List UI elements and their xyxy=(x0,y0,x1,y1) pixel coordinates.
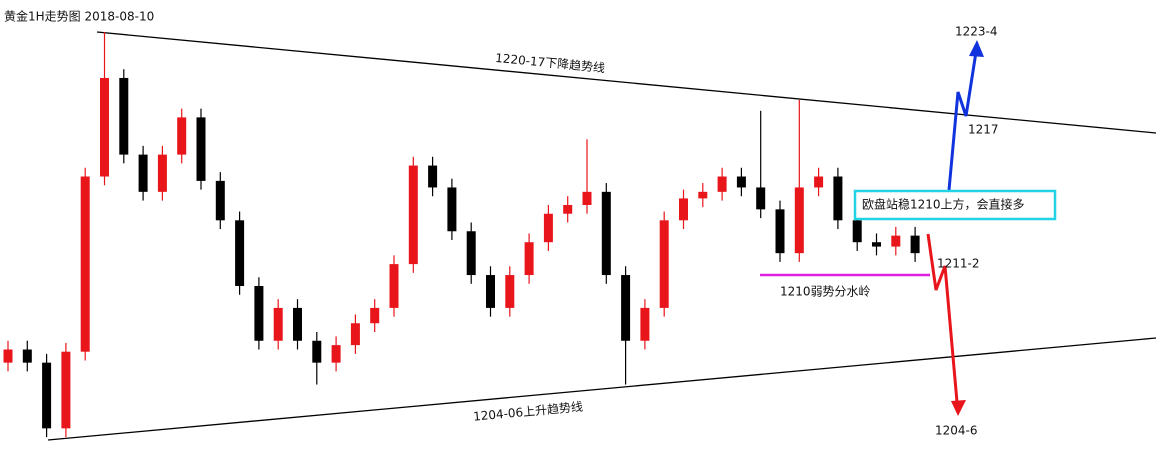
target-label: 1211-2 xyxy=(937,257,980,271)
down-arrow xyxy=(926,233,959,403)
candle-body xyxy=(872,242,881,247)
watershed-label: 1210弱势分水岭 xyxy=(780,285,871,299)
candle-body xyxy=(698,191,708,199)
candle-body xyxy=(293,307,302,341)
down-arrow-head xyxy=(951,400,966,416)
candle-body xyxy=(794,187,804,254)
up-arrow-head xyxy=(969,40,984,57)
candle-body xyxy=(138,154,148,192)
downtrend-line xyxy=(96,31,1156,134)
up-arrow xyxy=(947,51,978,191)
candle-body xyxy=(736,176,746,188)
uptrend-label: 1204-06上升趋势线 xyxy=(473,400,584,424)
candle-body xyxy=(775,209,785,254)
candle-body xyxy=(621,275,631,341)
candle-body xyxy=(756,187,766,210)
candle-body xyxy=(119,77,129,155)
candle-body xyxy=(582,191,592,205)
candle-body xyxy=(22,349,32,363)
candle-body xyxy=(910,235,920,254)
candle-body xyxy=(370,307,380,324)
candle-body xyxy=(312,340,322,363)
uptrend-line xyxy=(47,337,1156,441)
candle-body xyxy=(447,187,457,232)
candle-body xyxy=(505,275,515,308)
note-text: 欧盘站稳1210上方，会直接多 xyxy=(862,197,1025,212)
candles xyxy=(3,31,920,438)
candle-body xyxy=(891,235,901,247)
candle-body xyxy=(717,176,727,192)
candle-body xyxy=(215,180,225,221)
target-label: 1223-4 xyxy=(955,25,998,39)
candle-body xyxy=(80,176,90,352)
candle-body xyxy=(814,176,824,188)
candle-body xyxy=(3,349,13,363)
candle-body xyxy=(61,351,71,429)
candle-body xyxy=(408,165,418,265)
target-label: 1204-6 xyxy=(935,424,978,438)
candle-body xyxy=(524,242,534,276)
candle-body xyxy=(157,154,167,192)
candle-body xyxy=(235,220,245,287)
candle-body xyxy=(100,77,109,177)
target-label: 1217 xyxy=(968,123,999,137)
candle-body xyxy=(659,220,669,308)
candle-body xyxy=(486,275,495,308)
candle-body xyxy=(640,307,650,341)
candle-body xyxy=(679,198,688,221)
candle-body xyxy=(563,204,573,214)
candle-body xyxy=(177,117,187,155)
candle-body xyxy=(196,117,206,181)
candle-body xyxy=(42,362,52,429)
candle-body xyxy=(601,191,611,276)
chart-title: 黄金1H走势图 2018-08-10 xyxy=(4,9,154,24)
candle-body xyxy=(273,307,283,341)
candle-body xyxy=(833,176,843,221)
candle-body xyxy=(852,220,862,243)
candle-body xyxy=(428,165,438,188)
note-box xyxy=(853,189,1057,221)
candle-body xyxy=(331,345,341,363)
candle-body xyxy=(389,264,399,308)
candle-body xyxy=(466,231,476,276)
candle-body xyxy=(350,323,360,346)
candle-body xyxy=(254,286,264,341)
candle-body xyxy=(543,213,553,243)
